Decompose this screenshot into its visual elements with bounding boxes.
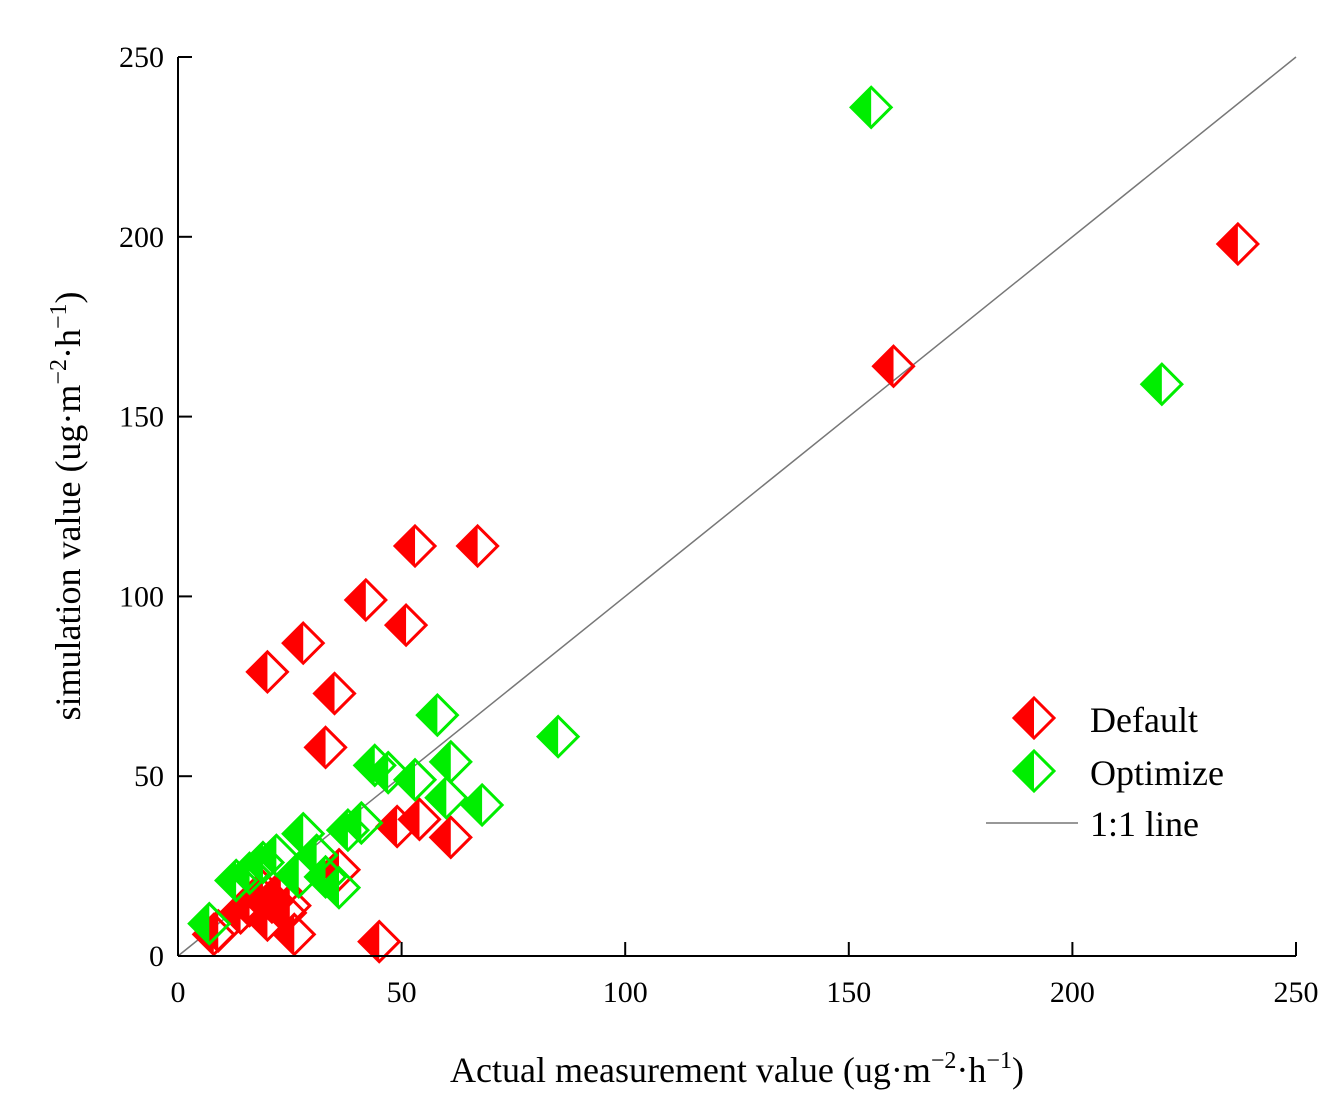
data-point-default <box>428 815 473 860</box>
data-point-optimize <box>1139 362 1184 407</box>
legend-label-default: Default <box>1090 700 1198 740</box>
axes: 0 50 100 150 200 250 0 50 100 150 200 250 <box>119 41 1319 1009</box>
data-point-default <box>357 919 402 964</box>
data-point-optimize <box>415 692 460 738</box>
data-point-default <box>871 344 916 389</box>
y-tick-label: 0 <box>149 940 164 973</box>
data-point-default <box>245 649 290 695</box>
data-point-default <box>392 523 438 569</box>
data-point-optimize <box>392 757 438 802</box>
legend-marker-default <box>1011 695 1057 741</box>
data-point-default <box>343 577 388 623</box>
data-point-optimize <box>316 865 362 910</box>
x-tick-label: 250 <box>1274 976 1319 1009</box>
data-point-optimize <box>339 800 384 846</box>
data-point-default <box>383 603 429 648</box>
x-axis-ticks: 0 50 100 150 200 250 <box>171 942 1319 1009</box>
x-tick-label: 150 <box>826 976 871 1009</box>
series-optimize-markers <box>187 85 1184 946</box>
data-point-default <box>312 671 357 716</box>
data-point-optimize <box>366 750 411 795</box>
y-tick-label: 150 <box>119 401 164 434</box>
data-point-optimize <box>424 775 469 820</box>
legend-label-line: 1:1 line <box>1090 804 1199 844</box>
x-tick-label: 200 <box>1050 976 1095 1009</box>
legend-optimize-marker <box>1011 748 1057 794</box>
data-point-default <box>397 797 442 842</box>
y-axis-ticks: 0 50 100 150 200 250 <box>119 41 192 973</box>
x-tick-label: 100 <box>603 976 648 1009</box>
x-axis-title: Actual measurement value (ug·m−2·h−1) <box>450 1048 1024 1090</box>
data-point-optimize <box>254 833 299 878</box>
data-point-default <box>303 725 348 770</box>
y-tick-label: 100 <box>119 580 164 613</box>
legend-default-marker <box>1011 695 1057 741</box>
x-tick-label: 0 <box>171 976 186 1009</box>
legend-marker-optimize <box>1011 748 1057 794</box>
data-point-optimize <box>849 85 894 130</box>
y-tick-label: 200 <box>119 221 164 254</box>
series-default-markers <box>191 221 1260 964</box>
x-tick-label: 50 <box>387 976 417 1009</box>
legend-label-optimize: Optimize <box>1090 753 1224 793</box>
y-tick-label: 50 <box>134 760 164 793</box>
y-axis-title: simulation value (ug·m−2·h−1) <box>46 291 88 720</box>
data-point-default <box>272 912 317 957</box>
legend: Default Optimize 1:1 line <box>986 695 1224 844</box>
data-point-optimize <box>187 901 232 946</box>
data-point-optimize <box>459 782 505 828</box>
data-point-default <box>281 621 326 666</box>
y-tick-label: 250 <box>119 41 164 74</box>
data-point-optimize <box>535 714 581 759</box>
data-point-default <box>1215 221 1260 267</box>
data-point-default <box>455 523 500 569</box>
plot-area <box>177 56 1297 964</box>
